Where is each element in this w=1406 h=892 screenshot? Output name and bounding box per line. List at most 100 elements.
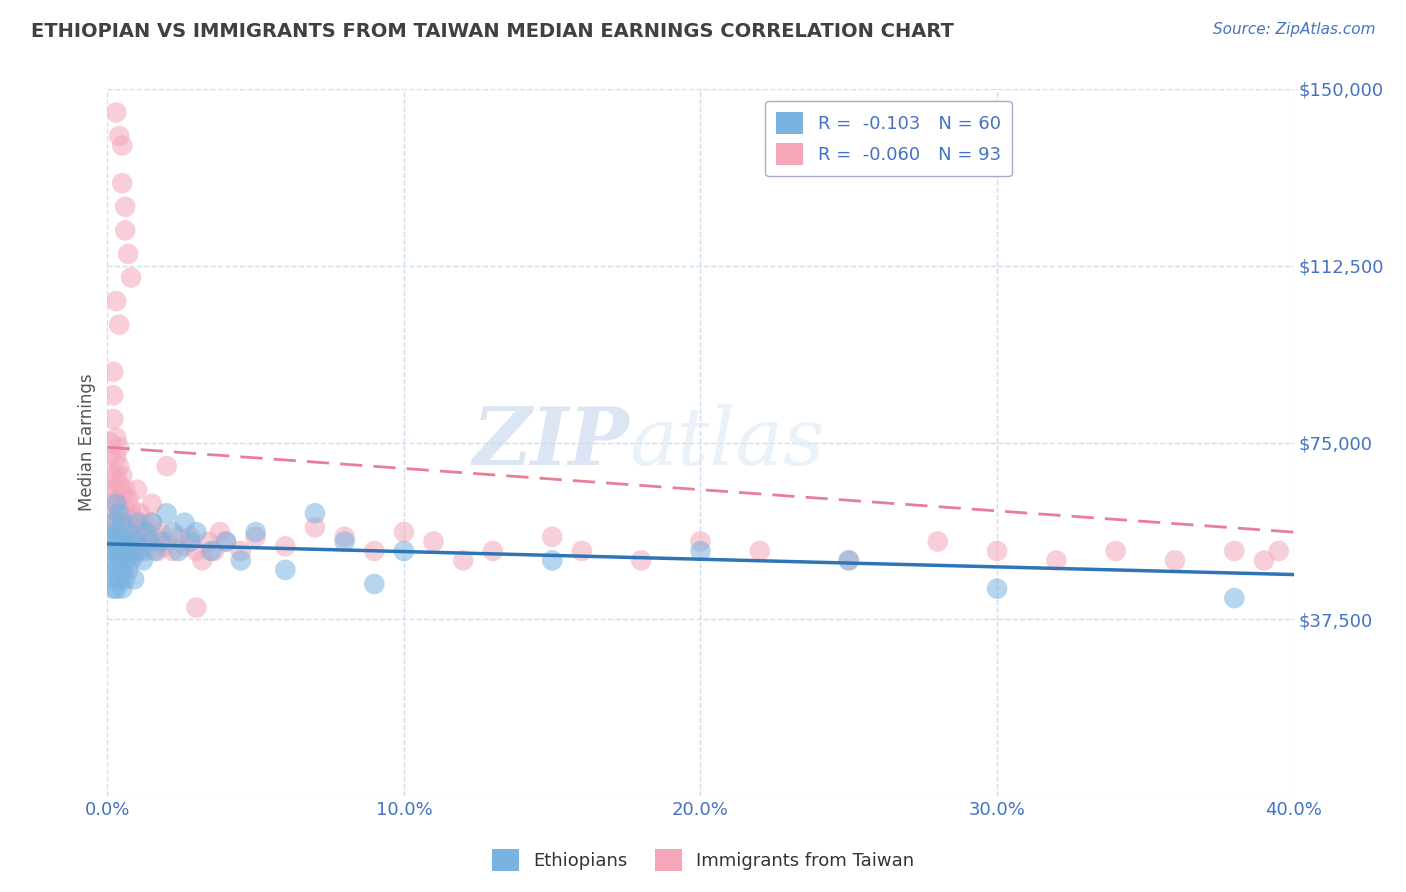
Point [132,534,155,549]
Point [122,511,145,525]
Point [173,516,195,530]
Point [105,544,128,558]
Point [1223,544,1246,558]
Point [197,534,219,549]
Point [103,534,125,549]
Point [108,572,131,586]
Point [689,534,711,549]
Point [103,572,125,586]
Point [105,294,128,309]
Point [108,506,131,520]
Point [103,582,125,596]
Point [229,544,252,558]
Point [304,520,326,534]
Point [838,553,860,567]
Point [1223,591,1246,606]
Point [111,516,134,530]
Point [138,534,160,549]
Point [105,431,128,445]
Point [689,544,711,558]
Point [111,176,134,190]
Point [117,563,139,577]
Point [117,511,139,525]
Point [162,525,184,540]
Point [1105,544,1128,558]
Point [986,582,1008,596]
Point [108,534,131,549]
Point [98,497,121,511]
Point [179,530,201,544]
Point [541,530,564,544]
Point [191,553,214,567]
Point [122,572,145,586]
Point [122,549,145,563]
Point [173,539,195,553]
Point [114,483,136,497]
Point [152,539,174,553]
Point [114,534,136,549]
Point [98,435,121,450]
Text: Source: ZipAtlas.com: Source: ZipAtlas.com [1212,22,1375,37]
Point [927,534,949,549]
Point [304,506,326,520]
Point [482,544,505,558]
Text: ETHIOPIAN VS IMMIGRANTS FROM TAIWAN MEDIAN EARNINGS CORRELATION CHART: ETHIOPIAN VS IMMIGRANTS FROM TAIWAN MEDI… [31,22,953,41]
Point [120,539,142,553]
Point [105,105,128,120]
Point [129,525,152,540]
Point [98,483,121,497]
Point [135,525,157,540]
Point [114,200,136,214]
Point [274,539,297,553]
Point [392,544,415,558]
Point [122,530,145,544]
Point [120,534,142,549]
Point [108,318,131,332]
Point [111,468,134,483]
Point [98,544,121,558]
Point [333,534,356,549]
Point [125,534,148,549]
Text: ZIP: ZIP [472,404,630,482]
Point [98,468,121,483]
Point [333,530,356,544]
Point [111,544,134,558]
Point [117,247,139,261]
Point [1164,553,1187,567]
Point [108,506,131,520]
Legend: R =  -0.103 N = 60, R =  -0.060 N = 93: R = -0.103 N = 60, R = -0.060 N = 93 [765,102,1012,177]
Point [108,440,131,454]
Point [1253,553,1275,567]
Point [838,553,860,567]
Point [105,497,128,511]
Point [200,544,222,558]
Point [105,483,128,497]
Point [179,534,201,549]
Point [125,483,148,497]
Point [149,525,172,540]
Point [541,553,564,567]
Point [143,530,166,544]
Point [105,497,128,511]
Point [114,223,136,237]
Point [143,544,166,558]
Y-axis label: Median Earnings: Median Earnings [79,374,96,511]
Point [167,530,190,544]
Point [98,563,121,577]
Point [103,553,125,567]
Point [111,582,134,596]
Point [103,388,125,402]
Point [103,544,125,558]
Point [135,544,157,558]
Point [149,534,172,549]
Point [117,525,139,540]
Point [103,365,125,379]
Point [103,525,125,540]
Point [125,539,148,553]
Point [571,544,593,558]
Point [363,544,385,558]
Point [422,534,444,549]
Text: atlas: atlas [630,404,825,482]
Point [141,497,163,511]
Point [167,544,190,558]
